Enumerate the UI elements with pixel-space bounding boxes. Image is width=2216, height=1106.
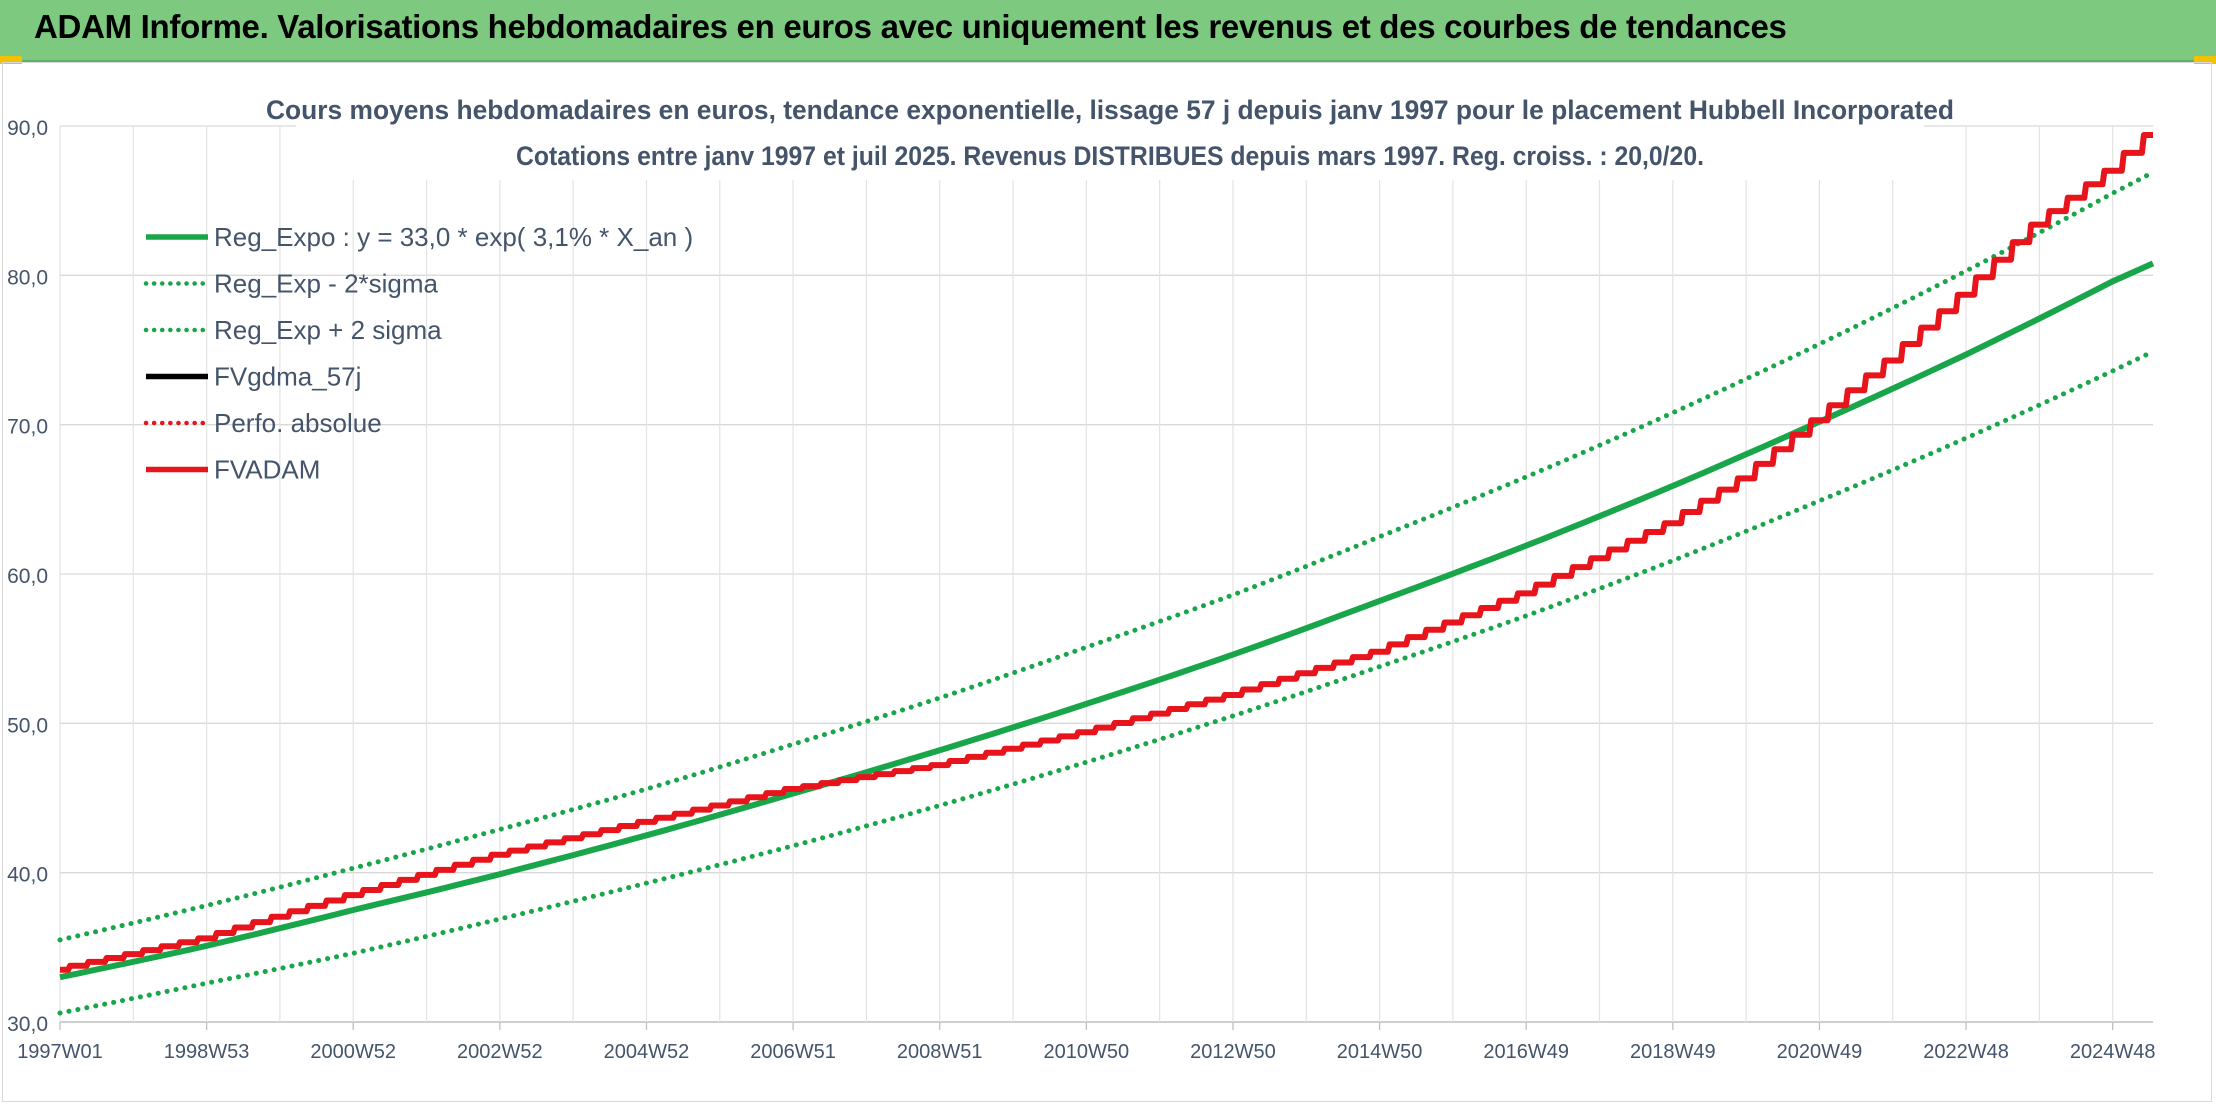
x-tick-label: 2018W49 bbox=[1630, 1041, 1716, 1063]
chart-frame bbox=[2, 62, 2212, 1102]
y-tick-label: 40,0 bbox=[7, 864, 48, 887]
x-tick-label: 2016W49 bbox=[1483, 1041, 1569, 1063]
report-title: ADAM Informe. Valorisations hebdomadaire… bbox=[34, 8, 1787, 45]
series-line-2 bbox=[57, 169, 2156, 943]
chart-title: Cours moyens hebdomadaires en euros, ten… bbox=[266, 95, 1954, 125]
chart-legend: Reg_Expo : y = 33,0 * exp( 3,1% * X_an )… bbox=[143, 222, 693, 485]
series-line-1 bbox=[57, 349, 2156, 1016]
x-tick-label: 2004W52 bbox=[604, 1041, 690, 1063]
right-corner-mark bbox=[2194, 56, 2216, 64]
series-line-5 bbox=[60, 132, 2153, 973]
y-tick-label: 80,0 bbox=[7, 266, 48, 289]
legend-label: Perfo. absolue bbox=[214, 408, 382, 438]
y-tick-label: 90,0 bbox=[7, 117, 48, 140]
legend-label: FVgdma_57j bbox=[214, 362, 361, 392]
y-tick-label: 70,0 bbox=[7, 416, 48, 439]
x-tick-label: 2008W51 bbox=[897, 1041, 983, 1063]
chart-subtitle: Cotations entre janv 1997 et juil 2025. … bbox=[516, 141, 1704, 171]
x-tick-label: 2022W48 bbox=[1923, 1041, 2009, 1063]
y-tick-label: 50,0 bbox=[7, 714, 48, 737]
x-tick-label: 2014W50 bbox=[1337, 1041, 1423, 1063]
x-tick-label: 1997W01 bbox=[17, 1041, 103, 1063]
x-tick-label: 2000W52 bbox=[310, 1041, 396, 1063]
x-tick-label: 2020W49 bbox=[1777, 1041, 1863, 1063]
x-tick-label: 1998W53 bbox=[164, 1041, 250, 1063]
legend-label: Reg_Exp + 2 sigma bbox=[214, 315, 442, 345]
chart-titles: Cours moyens hebdomadaires en euros, ten… bbox=[266, 95, 1954, 171]
y-tick-label: 30,0 bbox=[7, 1013, 48, 1036]
series-lines bbox=[57, 132, 2156, 1016]
y-axis-ticks: 30,0 40,0 50,0 60,0 70,0 80,0 90,0 bbox=[7, 117, 48, 1036]
series-line-0 bbox=[59, 260, 2155, 981]
left-corner-mark bbox=[0, 56, 22, 64]
x-tick-label: 2002W52 bbox=[457, 1041, 543, 1063]
legend-label: Reg_Expo : y = 33,0 * exp( 3,1% * X_an ) bbox=[214, 222, 693, 252]
x-tick-label: 2012W50 bbox=[1190, 1041, 1276, 1063]
x-axis-ticks: 1997W01 1998W53 2000W52 2002W52 2004W52 2006W… bbox=[17, 1022, 2155, 1063]
y-tick-label: 60,0 bbox=[7, 565, 48, 588]
legend-label: FVADAM bbox=[214, 455, 320, 485]
x-tick-label: 2024W48 bbox=[2070, 1041, 2156, 1063]
report-banner: ADAM Informe. Valorisations hebdomadaire… bbox=[0, 0, 2216, 62]
x-tick-label: 2006W51 bbox=[750, 1041, 836, 1063]
legend-label: Reg_Exp - 2*sigma bbox=[214, 269, 439, 299]
title-background bbox=[296, 88, 1924, 180]
x-tick-label: 2010W50 bbox=[1044, 1041, 1130, 1063]
